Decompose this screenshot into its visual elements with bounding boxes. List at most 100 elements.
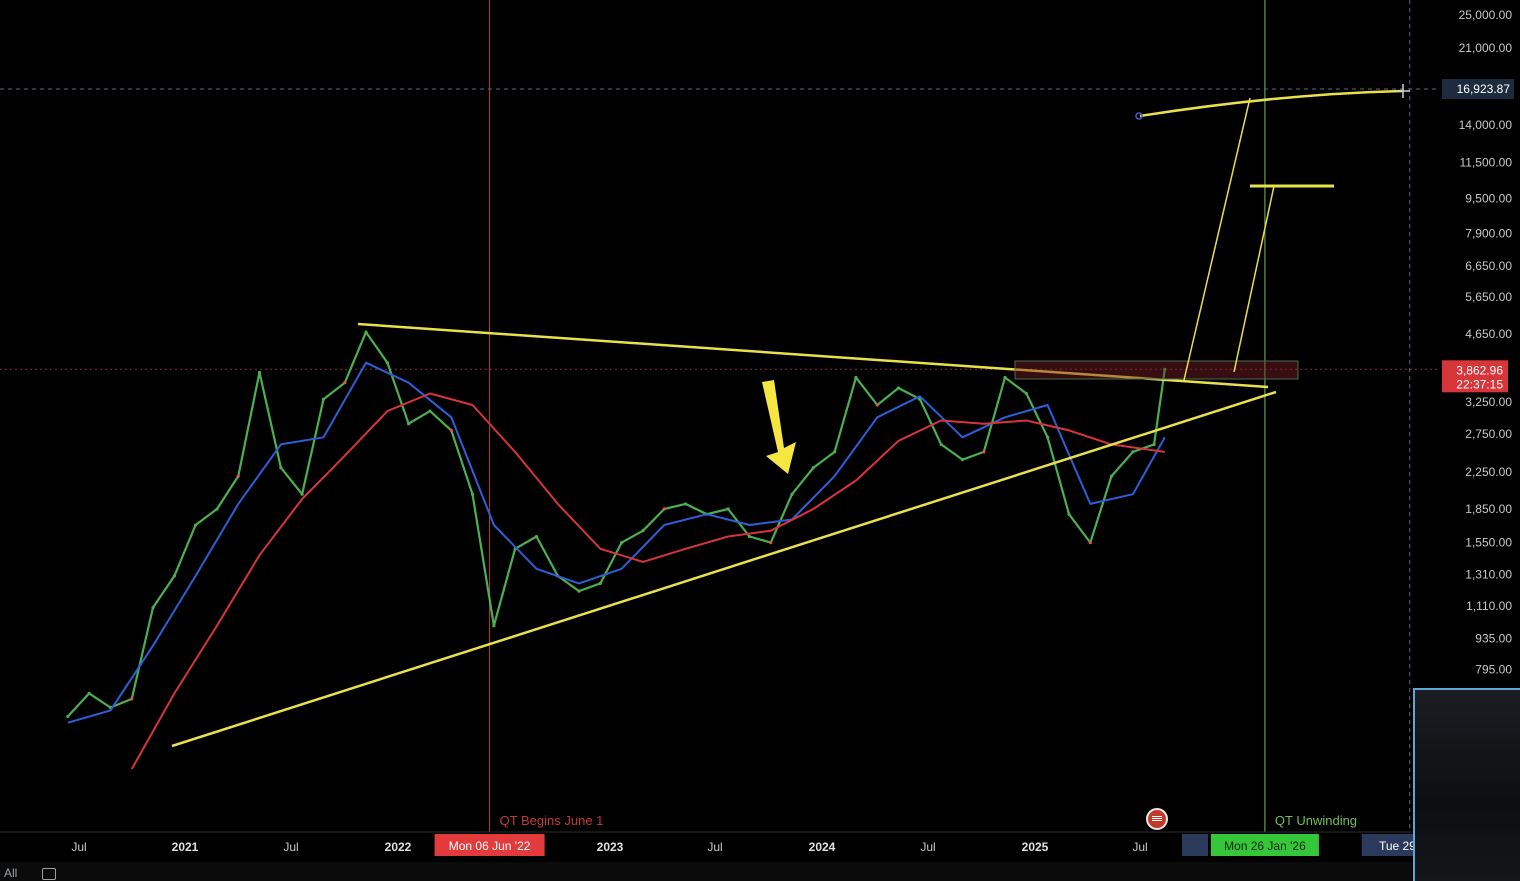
- price-point: [364, 330, 368, 334]
- projection-line-high: [1183, 97, 1251, 381]
- x-tick-label: 2021: [172, 840, 199, 854]
- current-price-label: 3,862.96: [1456, 363, 1503, 377]
- price-point: [470, 492, 475, 496]
- price-point: [1088, 540, 1092, 545]
- y-tick-label: 9,500.00: [1465, 192, 1512, 206]
- price-point: [641, 529, 645, 533]
- price-point: [279, 466, 283, 470]
- x-tick-label: Jul: [1132, 840, 1147, 854]
- qt-begins-annotation: QT Begins June 1: [500, 813, 604, 828]
- y-tick-label: 1,550.00: [1465, 536, 1512, 550]
- qt-start-date-label: Mon 06 Jun '22: [449, 839, 531, 853]
- price-point: [960, 458, 965, 462]
- qt-start-date-label-bg: [434, 834, 545, 856]
- price-point: [492, 624, 496, 628]
- price-point: [1152, 442, 1156, 447]
- price-point: [747, 534, 752, 539]
- webcam-overlay: [1413, 688, 1520, 881]
- price-point: [1131, 450, 1135, 454]
- price-point: [407, 422, 411, 426]
- ma_slow-series: [130, 392, 1165, 770]
- y-tick-label: 14,000.00: [1459, 118, 1513, 132]
- x-tick-label: 2022: [385, 840, 412, 854]
- price-point: [215, 507, 219, 511]
- price-point: [300, 492, 304, 496]
- price-point: [534, 534, 539, 539]
- price-point: [1003, 375, 1007, 380]
- crosshair-cursor-icon: [1396, 84, 1410, 98]
- price-point: [620, 540, 624, 545]
- price-point: [939, 442, 943, 447]
- price-point: [343, 381, 347, 385]
- price-point: [683, 502, 688, 506]
- y-tick-label: 1,110.00: [1466, 599, 1512, 613]
- y-tick-label: 11,500.00: [1460, 155, 1513, 169]
- calendar-icon[interactable]: [42, 868, 56, 880]
- y-tick-label: 1,310.00: [1465, 567, 1512, 581]
- y-tick-label: 21,000.00: [1459, 41, 1513, 55]
- price-point: [151, 606, 155, 610]
- y-tick-label: 4,650.00: [1465, 327, 1512, 341]
- price-point: [130, 697, 134, 701]
- bottom-toolbar: [0, 862, 1412, 881]
- range-highlight: [1182, 834, 1208, 856]
- x-tick-label: 2024: [809, 840, 836, 854]
- x-tick-label: 2025: [1022, 840, 1049, 854]
- x-tick-label: Jul: [920, 840, 935, 854]
- price-point: [385, 361, 389, 365]
- y-tick-label: 7,900.00: [1465, 227, 1512, 241]
- price-point: [1163, 367, 1167, 371]
- price-point: [1046, 435, 1050, 439]
- target-curve-high: [1139, 89, 1403, 118]
- target-anchor: [1135, 112, 1143, 120]
- price-point: [662, 507, 666, 511]
- price-point: [194, 523, 198, 527]
- price-point: [1109, 474, 1114, 478]
- price-point: [236, 474, 240, 478]
- unwind-date-label: Mon 26 Jan '26: [1224, 839, 1306, 853]
- crosshair-price-label: 16,923.87: [1457, 82, 1511, 96]
- y-tick-label: 1,850.00: [1465, 502, 1512, 516]
- price-point: [833, 450, 837, 454]
- y-tick-label: 795.00: [1475, 662, 1512, 676]
- price-point: [811, 466, 815, 470]
- price-point: [577, 589, 581, 593]
- price-point: [875, 403, 879, 407]
- y-tick-label: 3,250.00: [1465, 395, 1512, 409]
- resistance-zone: [1014, 360, 1299, 380]
- lower-trendline: [171, 390, 1277, 748]
- price-point: [66, 714, 70, 719]
- price-point: [854, 375, 858, 380]
- price-point: [87, 691, 91, 696]
- price-point: [982, 450, 986, 454]
- projection-line-low: [1233, 185, 1275, 373]
- countdown-label: 22:37:15: [1456, 377, 1503, 391]
- unwind-date-label-bg: [1210, 834, 1319, 856]
- y-tick-label: 2,250.00: [1465, 465, 1512, 479]
- price-point: [726, 507, 730, 511]
- price-point: [257, 370, 262, 375]
- down-arrow-annotation: [762, 380, 796, 474]
- price-point: [1024, 391, 1028, 396]
- price-point: [449, 428, 453, 432]
- price-point: [896, 386, 901, 390]
- price-point: [321, 397, 326, 401]
- price-point: [598, 581, 602, 585]
- us-flag-event-icon[interactable]: [1146, 808, 1168, 830]
- y-tick-label: 5,650.00: [1465, 290, 1512, 304]
- qt-unwinding-annotation: QT Unwinding: [1275, 813, 1357, 828]
- range-all-button[interactable]: All: [4, 866, 18, 880]
- x-tick-label: Jul: [283, 840, 298, 854]
- price-point: [172, 574, 176, 578]
- price-point: [769, 540, 773, 545]
- price-point: [790, 492, 794, 496]
- price-point: [428, 409, 432, 413]
- y-tick-label: 2,750.00: [1465, 427, 1512, 441]
- x-tick-label: Jul: [71, 840, 86, 854]
- y-tick-label: 6,650.00: [1465, 259, 1512, 273]
- price-point: [1067, 512, 1071, 516]
- current-price-bg: [1442, 360, 1508, 393]
- y-tick-label: 25,000.00: [1459, 8, 1513, 22]
- x-tick-label: Jul: [707, 840, 722, 854]
